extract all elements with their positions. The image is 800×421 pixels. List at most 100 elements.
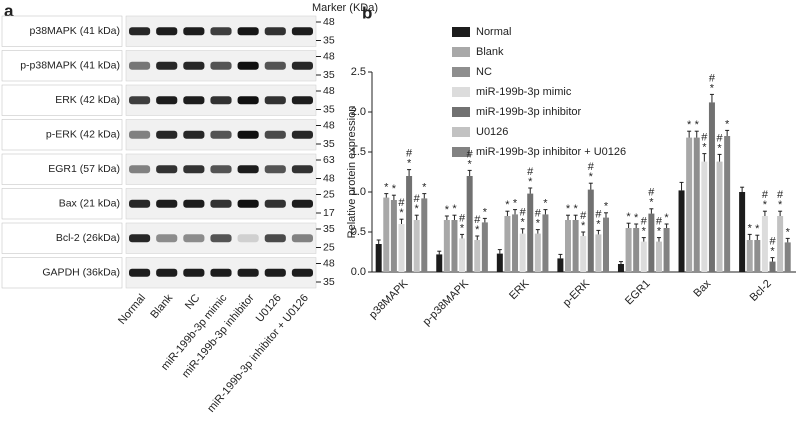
y-tick-label: 1.5 bbox=[351, 146, 366, 158]
legend-swatch bbox=[452, 27, 470, 37]
bar bbox=[678, 190, 685, 272]
significance-marker: * bbox=[649, 197, 654, 209]
significance-marker: * bbox=[604, 201, 609, 213]
bar bbox=[406, 176, 413, 272]
significance-marker: * bbox=[422, 182, 427, 194]
band bbox=[264, 268, 286, 277]
band bbox=[264, 234, 286, 243]
significance-marker: * bbox=[725, 118, 730, 130]
significance-marker: * bbox=[596, 218, 601, 230]
bar bbox=[436, 254, 443, 272]
bar bbox=[655, 241, 662, 272]
significance-marker: # bbox=[527, 166, 534, 178]
x-tick-label: ERK bbox=[507, 277, 532, 302]
band bbox=[291, 165, 313, 174]
bar bbox=[716, 161, 723, 272]
significance-marker: # bbox=[769, 236, 776, 248]
significance-marker: * bbox=[392, 183, 397, 195]
band bbox=[237, 165, 259, 174]
band bbox=[156, 165, 178, 174]
bar bbox=[603, 217, 609, 272]
lane-label: NC bbox=[183, 292, 202, 312]
band bbox=[264, 130, 286, 139]
significance-marker: * bbox=[763, 199, 768, 211]
significance-marker: * bbox=[626, 211, 631, 223]
band bbox=[210, 234, 232, 243]
significance-marker: * bbox=[634, 212, 639, 224]
bar bbox=[724, 136, 731, 272]
significance-marker: * bbox=[778, 199, 783, 211]
x-tick-label: p-p38MAPK bbox=[421, 277, 472, 328]
row-label: EGR1 (57 kDa) bbox=[48, 163, 120, 175]
significance-marker: * bbox=[452, 203, 457, 215]
x-tick-label: Bax bbox=[691, 277, 713, 299]
band bbox=[264, 199, 286, 208]
significance-marker: # bbox=[474, 214, 481, 226]
y-tick-label: 1.0 bbox=[351, 186, 366, 198]
marker-label: 25 bbox=[323, 241, 335, 253]
band bbox=[237, 130, 259, 139]
bar bbox=[534, 233, 541, 272]
panel-label: b bbox=[362, 3, 372, 22]
significance-marker: * bbox=[687, 119, 692, 131]
significance-marker: # bbox=[580, 210, 587, 222]
x-tick-label: p38MAPK bbox=[367, 277, 411, 321]
band bbox=[183, 61, 205, 70]
bar bbox=[663, 228, 670, 272]
marker-label: 25 bbox=[323, 188, 335, 200]
significance-marker: # bbox=[535, 208, 542, 220]
band bbox=[156, 268, 178, 277]
band bbox=[129, 234, 151, 243]
band bbox=[210, 165, 232, 174]
y-tick-label: 0.5 bbox=[351, 226, 366, 238]
bar bbox=[625, 228, 632, 272]
significance-marker: * bbox=[468, 158, 473, 170]
bar bbox=[640, 241, 647, 272]
significance-marker: # bbox=[398, 197, 405, 209]
significance-marker: * bbox=[581, 220, 586, 232]
y-tick-label: 2.0 bbox=[351, 106, 366, 118]
band bbox=[291, 268, 313, 277]
bar bbox=[617, 264, 624, 272]
bar bbox=[739, 192, 746, 272]
band bbox=[237, 27, 259, 36]
band bbox=[156, 199, 178, 208]
significance-marker: * bbox=[566, 203, 571, 215]
band bbox=[129, 130, 151, 139]
significance-marker: * bbox=[717, 142, 722, 154]
significance-marker: * bbox=[513, 198, 518, 210]
significance-marker: # bbox=[709, 72, 716, 84]
y-axis-title: Relative protein expression bbox=[346, 106, 358, 239]
significance-marker: # bbox=[716, 132, 723, 144]
bar bbox=[451, 220, 458, 272]
band bbox=[183, 96, 205, 105]
significance-marker: * bbox=[748, 222, 753, 234]
band bbox=[183, 27, 205, 36]
significance-marker: # bbox=[777, 189, 784, 201]
significance-marker: * bbox=[695, 119, 700, 131]
band bbox=[264, 61, 286, 70]
significance-marker: * bbox=[702, 142, 707, 154]
significance-marker: * bbox=[642, 226, 647, 238]
row-label: p-p38MAPK (41 kDa) bbox=[20, 60, 120, 72]
significance-marker: * bbox=[505, 199, 510, 211]
marker-label: 48 bbox=[323, 85, 335, 97]
marker-label: 63 bbox=[323, 154, 335, 166]
bar bbox=[701, 161, 708, 272]
row-label: p38MAPK (41 kDa) bbox=[30, 25, 120, 37]
bar bbox=[769, 261, 776, 272]
band bbox=[291, 199, 313, 208]
band bbox=[237, 96, 259, 105]
marker-label: 48 bbox=[323, 16, 335, 28]
significance-marker: * bbox=[657, 226, 662, 238]
significance-marker: # bbox=[588, 161, 595, 173]
significance-marker: * bbox=[528, 176, 533, 188]
band bbox=[237, 268, 259, 277]
bar bbox=[481, 222, 488, 272]
marker-label: 35 bbox=[323, 276, 335, 288]
bar bbox=[565, 220, 571, 272]
significance-marker: # bbox=[656, 216, 663, 228]
legend-swatch bbox=[452, 107, 470, 117]
band bbox=[264, 27, 286, 36]
band bbox=[237, 199, 259, 208]
